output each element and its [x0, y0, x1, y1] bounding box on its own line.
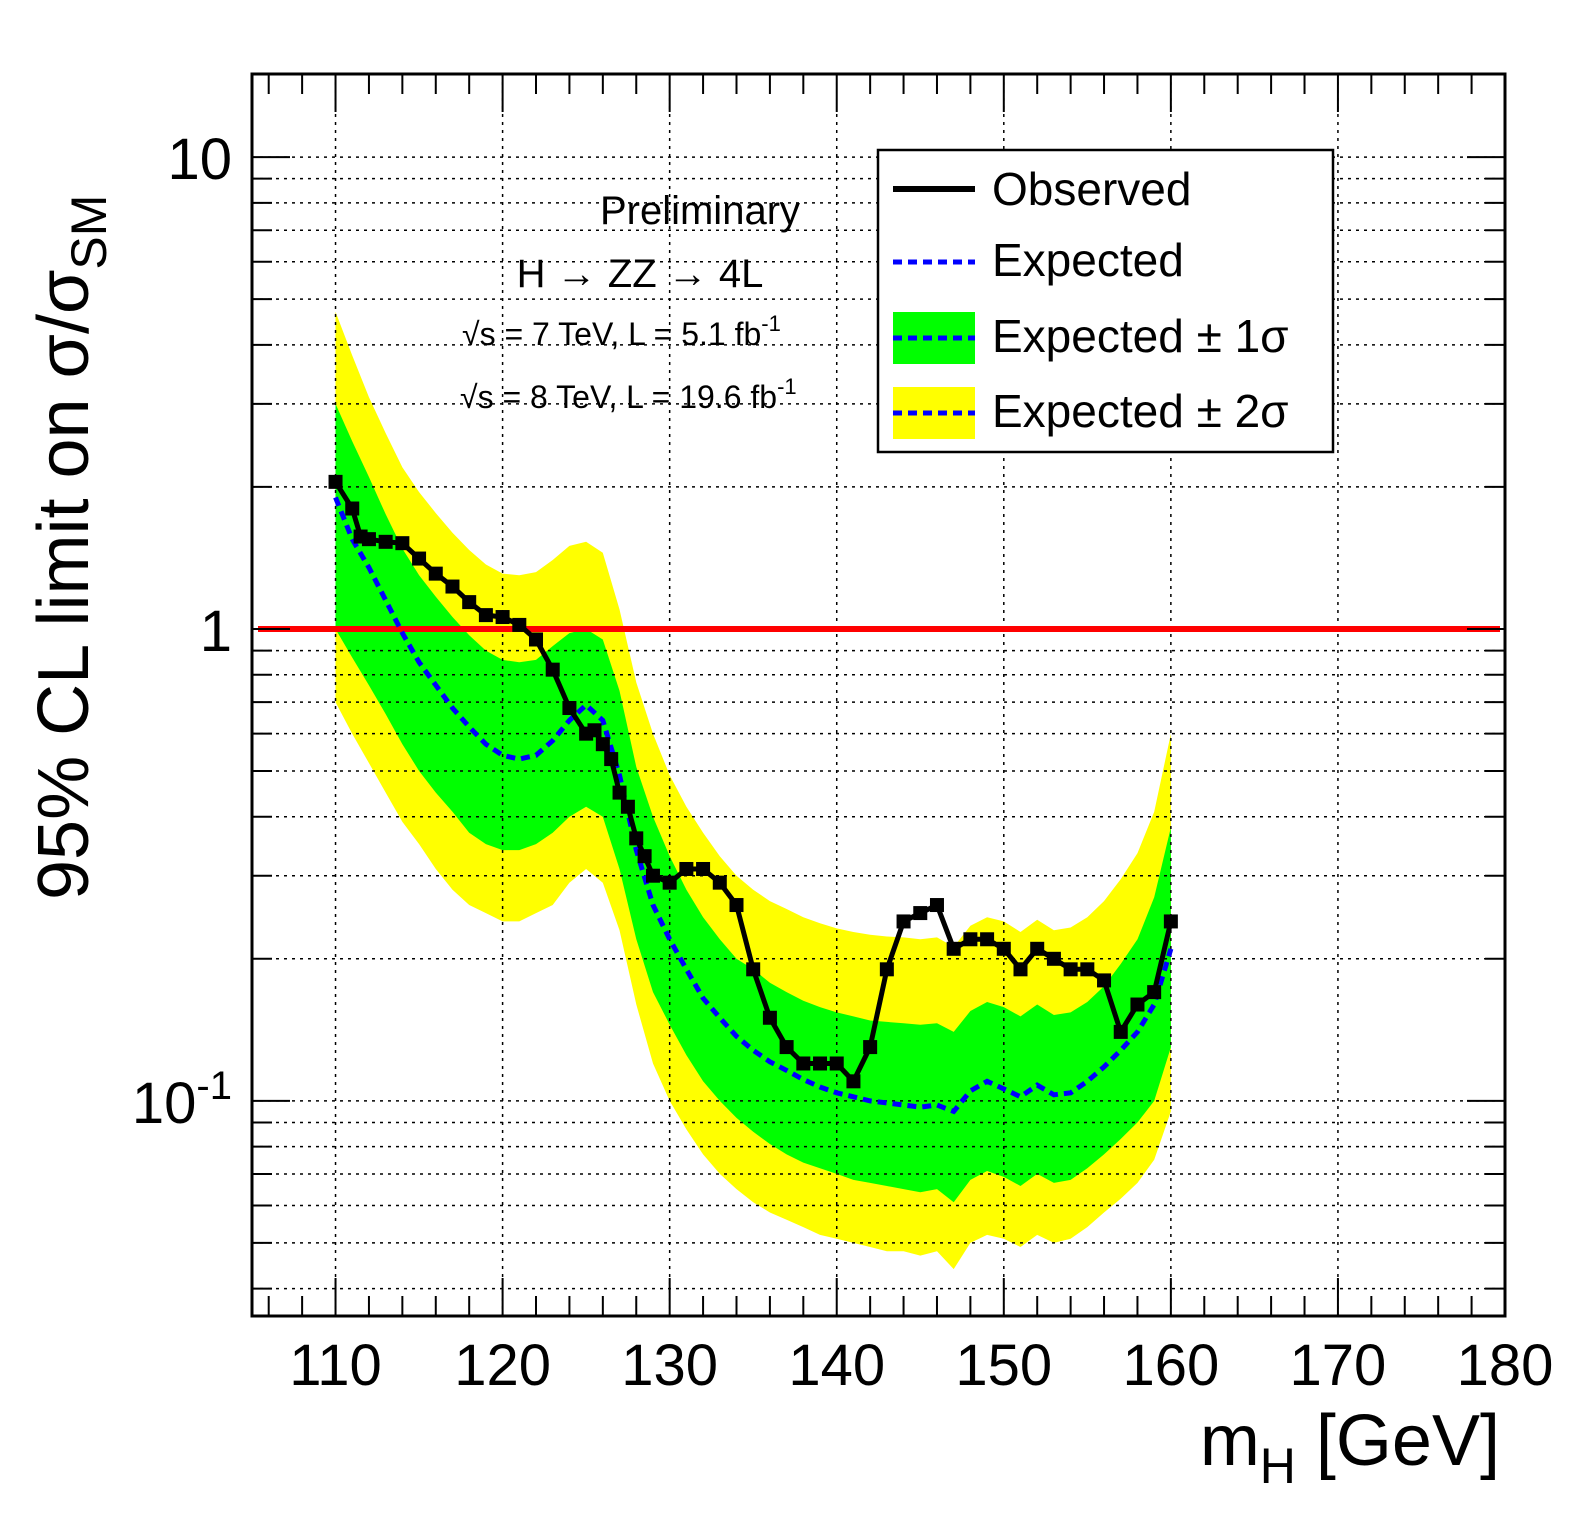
observed-point	[328, 474, 343, 489]
observed-point	[946, 941, 961, 956]
legend-expected-label: Expected	[992, 234, 1184, 286]
observed-point	[913, 906, 928, 921]
observed-point	[863, 1040, 878, 1055]
observed-point	[1013, 962, 1028, 977]
x-tick-label: 170	[1290, 1333, 1387, 1398]
x-tick-label: 140	[788, 1333, 885, 1398]
y-tick-label: 1	[200, 599, 232, 664]
observed-point	[587, 723, 602, 738]
observed-point	[712, 875, 727, 890]
plot-frame	[250, 72, 1507, 1318]
observed-point	[620, 799, 635, 814]
legend-2sigma-label: Expected ± 2σ	[992, 385, 1289, 437]
observed-point	[1147, 985, 1162, 1000]
observed-point	[929, 898, 944, 913]
limit-series	[328, 474, 1178, 1115]
x-tick-label: 130	[621, 1333, 718, 1398]
observed-point	[361, 532, 376, 547]
observed-point	[779, 1040, 794, 1055]
legend: Observed Expected Expected ± 1σ Expected…	[876, 148, 1335, 454]
tick-labels: 110 120 130 140 150 160 170 180 10 1 10-1	[132, 127, 1553, 1398]
observed-point	[612, 785, 627, 800]
observed-point	[395, 536, 410, 551]
observed-point	[963, 932, 978, 947]
observed-point	[478, 608, 493, 623]
y-tick-label: 10	[167, 127, 232, 192]
x-tick-label: 160	[1122, 1333, 1219, 1398]
observed-point	[529, 632, 544, 647]
observed-point	[604, 752, 619, 767]
x-tick-label: 180	[1457, 1333, 1554, 1398]
observed-point	[445, 579, 460, 594]
observed-point	[1063, 962, 1078, 977]
observed-point	[595, 737, 610, 752]
observed-point	[1080, 962, 1095, 977]
x-tick-label: 110	[289, 1333, 381, 1398]
observed-point	[378, 534, 393, 549]
observed-point	[629, 831, 644, 846]
observed-point	[980, 932, 995, 947]
observed-point	[512, 617, 527, 632]
y-axis-title: 95% CL limit on σ/σSM	[24, 195, 117, 900]
observed-point	[1097, 973, 1112, 988]
lumi-8tev-label: √s = 8 TeV, L = 19.6 fb-1	[460, 374, 797, 415]
observed-point	[645, 868, 660, 883]
observed-point	[345, 501, 360, 516]
observed-point	[729, 898, 744, 913]
observed-point	[796, 1056, 811, 1071]
lumi-7tev-label: √s = 7 TeV, L = 5.1 fb-1	[462, 311, 781, 352]
observed-point	[996, 941, 1011, 956]
observed-point	[1030, 941, 1045, 956]
legend-2sigma-swatch	[893, 387, 975, 439]
observed-point	[428, 566, 443, 581]
observed-point	[662, 875, 677, 890]
preliminary-label: Preliminary	[600, 189, 800, 233]
observed-point	[896, 914, 911, 929]
observed-point	[545, 662, 560, 677]
legend-1sigma-swatch	[893, 312, 975, 364]
observed-point	[846, 1074, 861, 1089]
observed-point	[762, 1010, 777, 1025]
observed-point	[1046, 951, 1061, 966]
legend-observed-label: Observed	[992, 163, 1191, 215]
observed-point	[562, 701, 577, 716]
observed-point	[412, 551, 427, 566]
observed-point	[1130, 997, 1145, 1012]
observed-point	[746, 962, 761, 977]
channel-label: H → ZZ → 4L	[517, 252, 764, 296]
observed-point	[696, 861, 711, 876]
observed-point	[637, 849, 652, 864]
x-tick-label: 150	[955, 1333, 1052, 1398]
observed-point	[829, 1056, 844, 1071]
observed-point	[679, 861, 694, 876]
y-tick-label: 10-1	[132, 1064, 232, 1136]
legend-1sigma-label: Expected ± 1σ	[992, 310, 1289, 362]
observed-point	[1163, 914, 1178, 929]
observed-point	[1113, 1024, 1128, 1039]
x-tick-label: 120	[454, 1333, 551, 1398]
observed-point	[813, 1056, 828, 1071]
observed-point	[879, 962, 894, 977]
axes	[250, 72, 1507, 1318]
observed-point	[462, 595, 477, 610]
expected-line	[333, 496, 1174, 1115]
observed-point	[495, 610, 510, 625]
x-axis-title: mH [GeV]	[1200, 1401, 1500, 1494]
